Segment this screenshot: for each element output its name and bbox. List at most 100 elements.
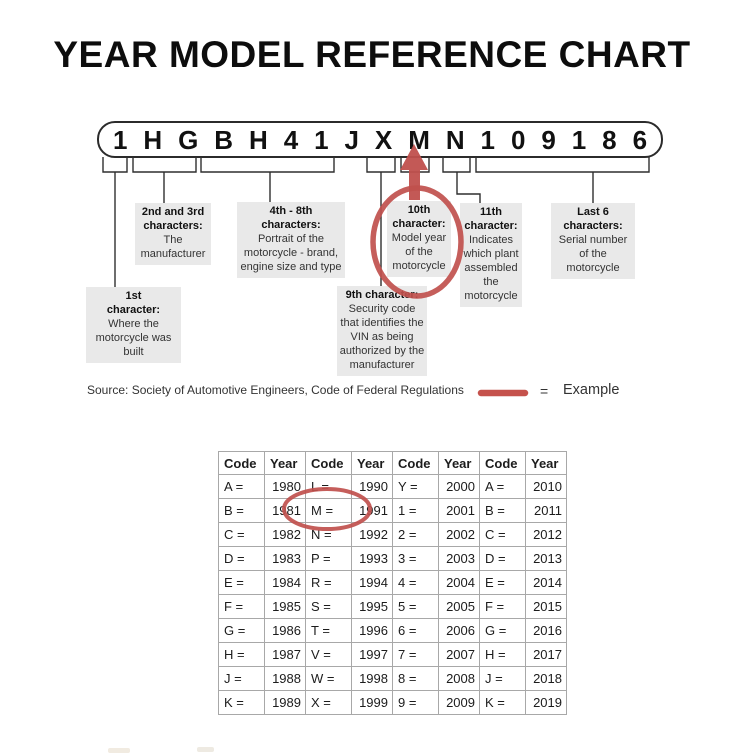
vin-character: 1 [480, 124, 495, 155]
year-cell: 2001 [438, 498, 480, 523]
page-title: YEAR MODEL REFERENCE CHART [53, 34, 691, 75]
column-header: Year [351, 451, 393, 475]
vin-character: 1 [314, 124, 329, 155]
vin-character: H [248, 124, 268, 155]
callout-9th-character: 9th character: Security code that identi… [337, 286, 427, 376]
year-cell: 2005 [438, 594, 480, 619]
code-cell: G = [218, 618, 265, 643]
callout-body: Where the motorcycle was built [95, 317, 172, 358]
legend-example-label: Example [563, 382, 620, 398]
table-row: E = 1984 R = 1994 4 = 2004 E = 2014 [218, 570, 567, 595]
bracket-char-11 [442, 157, 471, 173]
code-cell: 5 = [392, 594, 439, 619]
year-cell: 2009 [438, 690, 480, 715]
connector-char-11 [456, 172, 481, 203]
code-cell: E = [218, 570, 265, 595]
code-cell: H = [218, 642, 265, 667]
bracket-last-6 [475, 157, 650, 173]
code-cell: G = [479, 618, 526, 643]
year-cell: 1992 [351, 522, 393, 547]
code-cell: 9 = [392, 690, 439, 715]
callout-header: 11th character: [464, 206, 518, 232]
vin-character: B [214, 124, 234, 155]
bracket-chars-2-3 [132, 157, 197, 173]
table-header-row: Code Year Code Year Code Year Code Year [218, 451, 567, 475]
year-cell: 2002 [438, 522, 480, 547]
year-cell: 2015 [525, 594, 567, 619]
column-header: Code [479, 451, 526, 475]
year-cell: 1983 [264, 546, 306, 571]
code-cell: B = [479, 498, 526, 523]
code-cell: 3 = [392, 546, 439, 571]
vin-character: H [143, 124, 163, 155]
bracket-char-9 [366, 157, 396, 173]
callout-header: 10th character: [392, 204, 446, 230]
year-cell: 1995 [351, 594, 393, 619]
year-cell: 2003 [438, 546, 480, 571]
year-cell: 2010 [525, 474, 567, 499]
year-cell: 1988 [264, 666, 306, 691]
callout-body: Model year of the motorcycle [391, 231, 447, 272]
table-row: G = 1986 T = 1996 6 = 2006 G = 2016 [218, 618, 567, 643]
table-row: D = 1983 P = 1993 3 = 2003 D = 2013 [218, 546, 567, 571]
vin-character: 4 [283, 124, 299, 155]
code-cell: E = [479, 570, 526, 595]
callout-body: Portrait of the motorcycle - brand, engi… [240, 232, 342, 273]
vin-character: J [344, 124, 359, 155]
column-header: Code [218, 451, 265, 475]
code-cell: A = [218, 474, 265, 499]
code-cell: F = [479, 594, 526, 619]
column-header: Code [305, 451, 352, 475]
table-row: A = 1980 L = 1990 Y = 2000 A = 2010 [218, 474, 567, 499]
year-cell: 1985 [264, 594, 306, 619]
year-cell: 2018 [525, 666, 567, 691]
year-cell: 2006 [438, 618, 480, 643]
vin-character: 9 [541, 124, 556, 155]
bracket-char-1 [102, 157, 128, 173]
callout-header: 1st character: [106, 290, 161, 316]
code-cell: F = [218, 594, 265, 619]
table-row: F = 1985 S = 1995 5 = 2005 F = 2015 [218, 594, 567, 619]
code-cell: L = [305, 474, 352, 499]
year-cell: 2019 [525, 690, 567, 715]
year-cell: 1989 [264, 690, 306, 715]
code-cell: J = [218, 666, 265, 691]
code-cell: Y = [392, 474, 439, 499]
year-cell: 2016 [525, 618, 567, 643]
vin-character: 1 [571, 124, 587, 155]
year-cell: 2008 [438, 666, 480, 691]
year-cell: 1994 [351, 570, 393, 595]
vin-character: 8 [602, 124, 617, 155]
code-cell: W = [305, 666, 352, 691]
year-cell: 2014 [525, 570, 567, 595]
year-cell: 1980 [264, 474, 306, 499]
code-cell: 2 = [392, 522, 439, 547]
code-cell: B = [218, 498, 265, 523]
code-cell: 6 = [392, 618, 439, 643]
year-cell: 2011 [525, 498, 567, 523]
year-cell: 2013 [525, 546, 567, 571]
cut-off-mark [197, 747, 214, 752]
code-cell: X = [305, 690, 352, 715]
code-cell: K = [479, 690, 526, 715]
table-row: H = 1987 V = 1997 7 = 2007 H = 2017 [218, 642, 567, 667]
code-cell: J = [479, 666, 526, 691]
table-row: C = 1982 N = 1992 2 = 2002 C = 2012 [218, 522, 567, 547]
column-header: Year [525, 451, 567, 475]
code-cell: A = [479, 474, 526, 499]
code-cell: C = [218, 522, 265, 547]
table-row: J = 1988 W = 1998 8 = 2008 J = 2018 [218, 666, 567, 691]
code-cell: D = [218, 546, 265, 571]
year-cell: 1987 [264, 642, 306, 667]
vin-character: 6 [632, 124, 648, 155]
callout-body: The manufacturer [140, 233, 206, 260]
callout-header: 2nd and 3rd characters: [141, 206, 205, 232]
callout-2nd-3rd-characters: 2nd and 3rd characters: The manufacturer [135, 203, 211, 265]
column-header: Year [438, 451, 480, 475]
vin-character: N [445, 124, 465, 155]
bracket-char-10 [400, 157, 430, 173]
code-cell: R = [305, 570, 352, 595]
year-cell: 2004 [438, 570, 480, 595]
callout-1st-character: 1st character: Where the motorcycle was … [86, 287, 181, 363]
